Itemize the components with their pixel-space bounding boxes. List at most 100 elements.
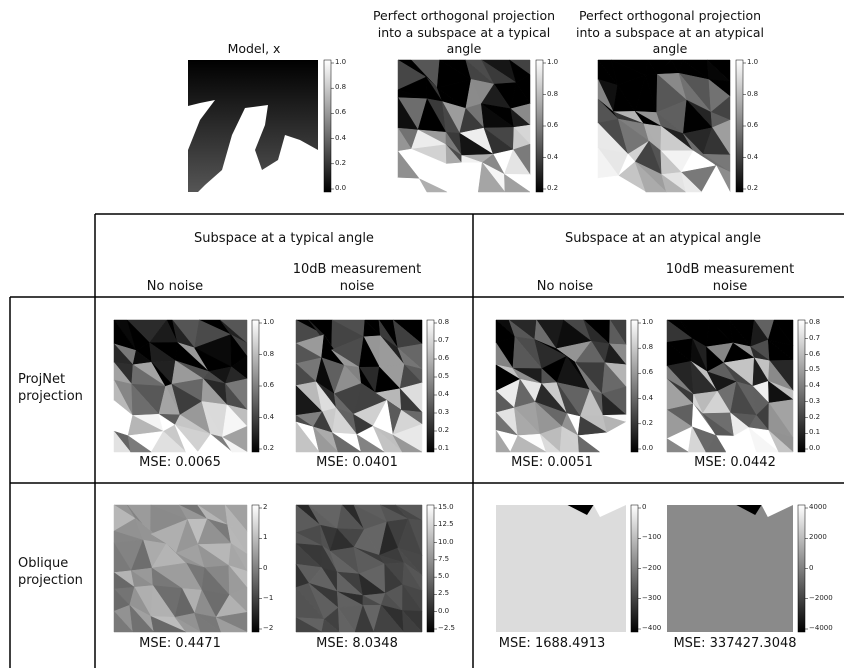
image-corner: [593, 505, 626, 517]
colorbar: [426, 504, 435, 633]
mse-label: MSE: 0.4471: [139, 636, 221, 651]
facet: [150, 430, 187, 453]
facet: [197, 433, 233, 453]
colorbar-label: 0.8: [809, 318, 821, 326]
facet: [295, 421, 320, 453]
colorbar-label: 0: [642, 503, 647, 511]
colorbar-label: −200: [642, 563, 662, 572]
facet: [372, 425, 403, 453]
colorbar-label: 0.0: [809, 444, 821, 452]
colorbar: [630, 319, 639, 453]
facet: [597, 177, 618, 193]
facet: [559, 425, 580, 453]
facet: [354, 604, 374, 633]
facet: [397, 177, 428, 193]
colorbar-label: 0.2: [809, 412, 821, 421]
colorbar-label: 2: [263, 503, 268, 511]
facet: [701, 165, 731, 193]
colorbar: [797, 319, 806, 453]
column-header: 10dB measurement noise: [665, 262, 795, 295]
facet: [194, 612, 222, 633]
facet: [418, 178, 448, 193]
facet: [616, 175, 647, 193]
facet: [312, 426, 339, 453]
colorbar-label: 0.6: [809, 349, 821, 358]
facet: [222, 436, 248, 453]
facet: [748, 426, 780, 453]
colorbar-label: 0.4: [263, 412, 275, 421]
colorbar: [535, 59, 544, 193]
image-corner: [761, 505, 793, 517]
image: [496, 505, 626, 632]
facet: [509, 435, 548, 453]
colorbar-label: 0.2: [438, 426, 450, 434]
mse-label: MSE: 0.0442: [694, 455, 776, 470]
colorbar-label: 0.1: [809, 428, 821, 437]
colorbar-label: 0.6: [263, 381, 275, 389]
colorbar: [630, 504, 639, 633]
column-header: 10dB measurement noise: [292, 262, 422, 295]
facet: [215, 616, 248, 633]
colorbar: [251, 319, 260, 453]
facet: [113, 610, 134, 633]
panel-title: Perfect orthogonal projection into a sub…: [575, 8, 765, 56]
facet: [725, 435, 758, 453]
group-header: Subspace at a typical angle: [194, 231, 374, 246]
facet: [680, 171, 703, 193]
facet: [402, 609, 423, 633]
colorbar-label: 0.5: [809, 365, 821, 374]
mse-label: MSE: 0.0401: [316, 455, 398, 470]
colorbar-label: 0.6: [335, 108, 347, 117]
colorbar-label: −1: [263, 593, 274, 602]
facet: [321, 618, 341, 633]
group-header: Subspace at an atypical angle: [564, 231, 762, 246]
colorbar-label: 0.6: [747, 121, 759, 129]
colorbar-label: 12.5: [438, 520, 454, 529]
mse-label: MSE: 0.0051: [511, 455, 593, 470]
facet: [504, 173, 531, 193]
colorbar-label: 0.3: [809, 396, 821, 405]
facet: [768, 430, 794, 453]
colorbar-label: 1.0: [547, 58, 559, 66]
facet: [539, 433, 561, 453]
image-corner: [736, 505, 762, 515]
colorbar-label: 2.5: [438, 589, 450, 598]
colorbar-label: 0.1: [438, 444, 450, 452]
image: [295, 319, 423, 453]
facet: [174, 424, 199, 453]
column-header: No noise: [146, 279, 204, 295]
colorbar-label: −2: [263, 624, 274, 632]
facet: [127, 435, 153, 453]
colorbar-label: 0.3: [438, 408, 450, 416]
colorbar-label: 0: [809, 563, 814, 572]
image: [113, 504, 248, 633]
column-header: No noise: [536, 279, 594, 295]
colorbar-label: −2.5: [438, 624, 455, 632]
colorbar-label: 1.0: [335, 58, 347, 66]
colorbar-label: −4000: [809, 624, 833, 632]
colorbar-label: 0.8: [263, 349, 275, 358]
colorbar-label: 0.5: [438, 372, 450, 380]
colorbar-label: 0: [263, 563, 268, 572]
colorbar-label: 0.8: [335, 83, 347, 92]
facet: [331, 432, 362, 453]
colorbar-label: 7.5: [438, 554, 450, 563]
image: [295, 504, 423, 633]
colorbar-label: 0.8: [642, 343, 654, 352]
mse-label: MSE: 0.0065: [139, 455, 221, 470]
colorbar: [735, 59, 744, 193]
colorbar-label: 0.4: [747, 152, 759, 161]
facet: [705, 435, 727, 453]
row-label: Oblique projection: [18, 556, 83, 588]
colorbar-label: 0.2: [547, 184, 559, 192]
facet: [150, 615, 187, 633]
colorbar-label: 4000: [809, 503, 827, 511]
colorbar-label: 0.4: [547, 152, 559, 161]
image-corner: [567, 505, 594, 515]
colorbar-label: 10.0: [438, 537, 454, 546]
colorbar-label: 0.8: [747, 89, 759, 98]
colorbar-label: 0.6: [438, 354, 450, 362]
colorbar-label: −300: [642, 593, 662, 602]
